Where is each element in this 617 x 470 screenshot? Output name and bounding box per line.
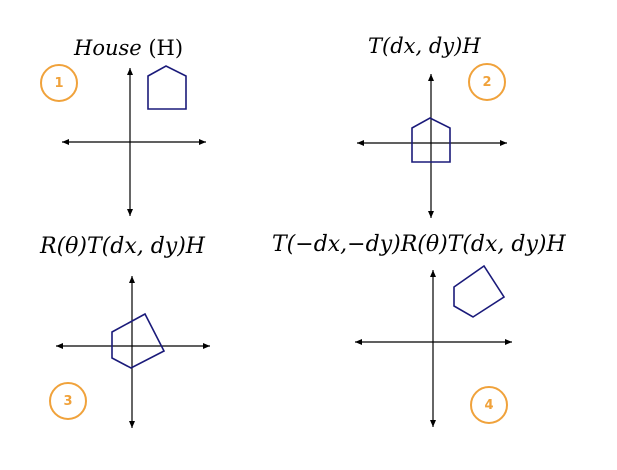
panel-4-house-shape [453, 264, 506, 318]
panel-3-number-badge: 3 [49, 382, 87, 420]
panel-1-house-shape [147, 65, 187, 110]
panel-4 [355, 264, 512, 427]
panel-1-label-upright: (H) [141, 36, 184, 60]
panel-4-label-italic: T(−dx,−dy)R(θ)T(dx, dy)H [272, 232, 566, 257]
panel-2-number-badge: 2 [468, 63, 506, 101]
panel-3-label: R(θ)T(dx, dy)H [40, 234, 205, 259]
panel-2-house-shape [411, 117, 451, 163]
panel-3 [56, 276, 210, 428]
panel-1-number-badge: 1 [40, 64, 78, 102]
panel-3-house-shape [111, 312, 166, 369]
panel-1 [62, 65, 206, 216]
panel-1-label-italic: House [74, 36, 142, 60]
panel-3-label-italic: R(θ)T(dx, dy)H [40, 234, 205, 259]
panel-2-label-italic: T(dx, dy)H [368, 34, 481, 58]
panel-1-label: House (H) [74, 36, 183, 60]
panel-4-label: T(−dx,−dy)R(θ)T(dx, dy)H [272, 232, 566, 257]
panel-2 [357, 74, 507, 218]
panel-4-number-badge: 4 [470, 386, 508, 424]
panel-2-label: T(dx, dy)H [368, 34, 481, 58]
